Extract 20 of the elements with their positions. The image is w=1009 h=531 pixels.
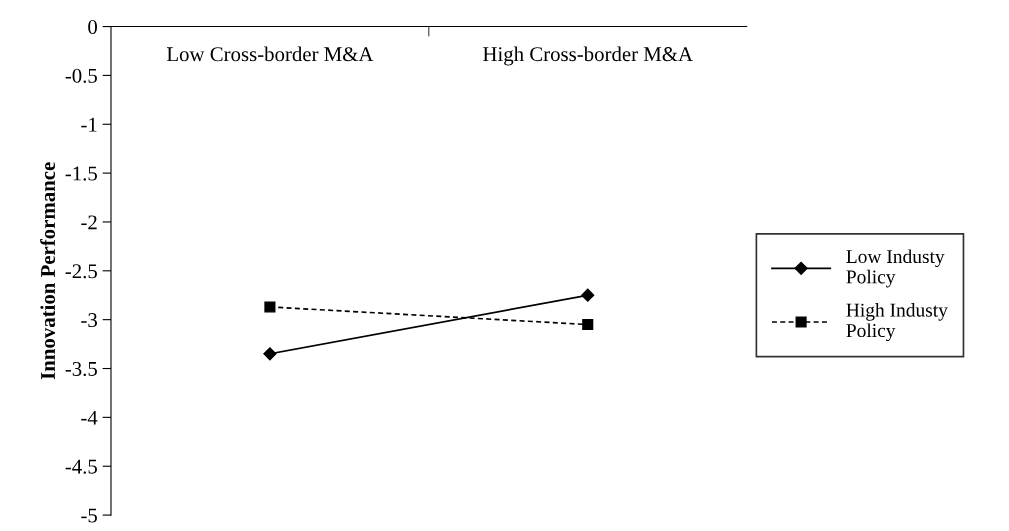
y-tick-label: -4: [81, 410, 98, 425]
point: [264, 301, 276, 313]
y-tick-label: -4.5: [65, 459, 97, 474]
point: [582, 318, 594, 331]
legend-label: Low Industy Policy: [846, 249, 945, 288]
y-tick-label: -0.5: [65, 68, 97, 83]
y-tick-label: -2: [81, 215, 97, 230]
y-tick-label: -3.5: [65, 361, 97, 377]
x-tick-label: High Cross-border M&A: [483, 46, 693, 66]
point: [263, 347, 277, 361]
y-axis-title: Innovation Performance: [40, 162, 56, 380]
point: [581, 288, 595, 302]
x-tick-label: Low Cross-border M&A: [166, 46, 374, 62]
y-tick-label: -2.5: [65, 264, 97, 279]
y-tick-label: 0: [88, 19, 97, 34]
y-tick-label: -1.5: [65, 166, 97, 181]
y-tick-label: -5: [81, 508, 97, 523]
legend-label: High Industy Policy: [846, 303, 948, 342]
y-tick-label: -3: [81, 313, 97, 328]
y-tick-label: -1: [81, 117, 97, 132]
